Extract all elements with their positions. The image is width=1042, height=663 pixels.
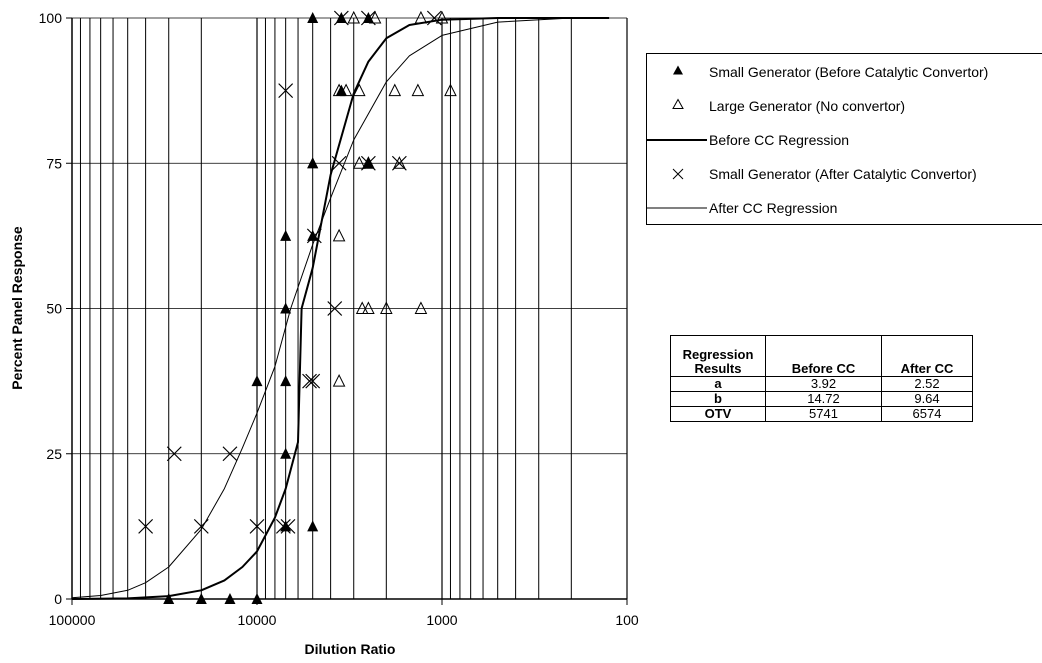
x-tick-label: 100000 (49, 612, 96, 628)
y-axis-title: Percent Panel Response (9, 226, 25, 390)
filled-triangle-icon (673, 65, 683, 75)
y-tick-label: 50 (46, 301, 62, 317)
filled-triangle-marker (307, 229, 319, 241)
table-cell: a (670, 376, 766, 392)
table-cell: 3.92 (765, 376, 882, 392)
legend-item-after-regression: After CC Regression (647, 191, 837, 225)
y-tick-label: 0 (54, 591, 62, 607)
table-cell: b (670, 391, 766, 407)
open-triangle-marker (332, 228, 346, 242)
table-header: Before CC (765, 335, 882, 377)
cross-marker (391, 155, 407, 171)
table-cell: 2.52 (881, 376, 973, 392)
open-triangle-marker (414, 10, 428, 24)
cross-marker (305, 373, 321, 389)
open-triangle-marker (388, 83, 402, 97)
filled-triangle-marker (280, 520, 292, 532)
cross-marker (327, 301, 343, 316)
filled-triangle-marker (307, 12, 319, 23)
open-triangle-marker (362, 301, 375, 314)
x-tick-label: 10000 (238, 612, 277, 628)
open-triangle-marker (355, 301, 369, 314)
x-tick-label: 100 (615, 612, 639, 628)
cross-marker (222, 446, 238, 462)
legend-label: Large Generator (No convertor) (709, 98, 906, 114)
data-markers (138, 10, 457, 604)
open-triangle-marker (411, 83, 425, 97)
table-row: b 14.72 9.64 (670, 391, 973, 407)
table-cell: 6574 (881, 406, 973, 422)
cross-marker (360, 10, 376, 26)
filled-triangle-marker (280, 375, 292, 387)
table-header-row: Regression Results Before CC After CC (670, 335, 973, 377)
filled-triangle-marker (307, 520, 319, 532)
cross-marker (249, 518, 265, 534)
legend-label: After CC Regression (709, 200, 838, 216)
grid-lines (72, 17, 628, 600)
open-triangle-marker (444, 83, 457, 97)
legend-item-small-before: Small Generator (Before Catalytic Conver… (647, 55, 988, 89)
cross-marker (193, 518, 209, 534)
regression-results-table: Regression Results Before CC After CC a … (670, 335, 973, 422)
cross-marker (306, 228, 322, 244)
cross-marker (138, 518, 154, 534)
cross-marker (278, 83, 294, 99)
open-triangle-marker (435, 10, 449, 24)
open-triangle-marker (362, 156, 375, 169)
thick-line-icon (647, 139, 707, 141)
tick-labels: 0 25 50 75 100 100000 10000 1000 100 (39, 10, 639, 628)
legend-item-small-after: Small Generator (After Catalytic Convert… (647, 157, 977, 191)
y-tick-label: 100 (39, 10, 63, 26)
cross-marker (360, 155, 376, 171)
legend-label: Small Generator (Before Catalytic Conver… (709, 64, 989, 80)
open-triangle-icon (672, 98, 684, 109)
filled-triangle-marker (307, 157, 319, 169)
legend-item-before-regression: Before CC Regression (647, 123, 849, 157)
cross-marker (166, 446, 182, 462)
table-row: OTV 5741 6574 (670, 406, 973, 422)
table-header: Regression Results (670, 335, 766, 377)
open-triangle-marker (379, 301, 393, 314)
open-triangle-marker (339, 83, 353, 97)
y-tick-label: 75 (46, 155, 62, 171)
table-header: After CC (881, 335, 973, 377)
table-cell: 9.64 (881, 391, 973, 407)
axes (66, 17, 628, 605)
cross-marker (331, 155, 347, 171)
cross-marker (426, 10, 442, 26)
table-cell: 14.72 (765, 391, 882, 407)
x-axis-title: Dilution Ratio (305, 641, 396, 657)
legend-item-large: Large Generator (No convertor) (647, 89, 905, 123)
cross-marker (302, 373, 317, 389)
thin-line-icon (647, 207, 707, 209)
legend: Small Generator (Before Catalytic Conver… (646, 53, 1042, 225)
open-triangle-marker (347, 10, 361, 24)
y-tick-label: 25 (46, 446, 62, 462)
legend-label: Small Generator (After Catalytic Convert… (709, 166, 977, 182)
table-cell: OTV (670, 406, 766, 422)
filled-triangle-marker (280, 302, 292, 314)
open-triangle-marker (393, 156, 406, 169)
open-triangle-marker (352, 156, 366, 169)
open-triangle-marker (332, 374, 346, 387)
filled-triangle-marker (280, 229, 292, 241)
filled-triangle-marker (280, 447, 292, 459)
cross-marker (333, 10, 349, 26)
open-triangle-marker (352, 83, 366, 97)
cross-icon (672, 168, 684, 180)
table-row: a 3.92 2.52 (670, 376, 973, 392)
cross-marker (280, 518, 296, 534)
filled-triangle-marker (251, 375, 263, 387)
x-tick-label: 1000 (426, 612, 457, 628)
open-triangle-marker (332, 83, 346, 97)
open-triangle-marker (368, 10, 382, 24)
legend-label: Before CC Regression (709, 132, 850, 148)
table-cell: 5741 (765, 406, 882, 422)
cross-marker (275, 518, 291, 534)
after-cc-regression-line (71, 17, 610, 599)
open-triangle-marker (414, 301, 428, 314)
